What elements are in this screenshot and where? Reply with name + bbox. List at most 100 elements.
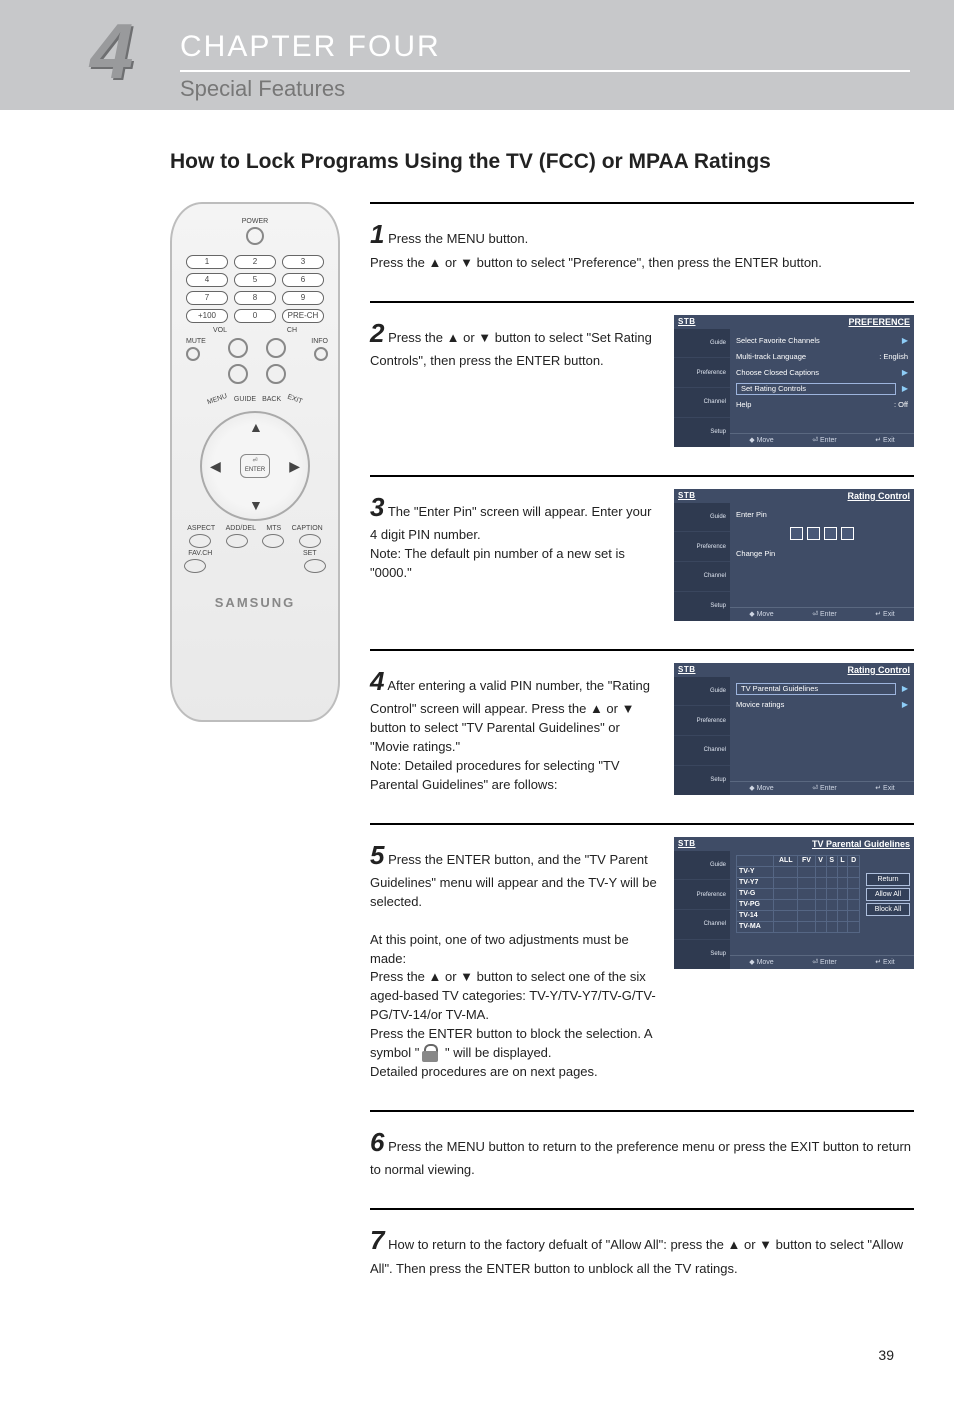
num-button-4: 4 xyxy=(186,273,228,287)
power-button-icon xyxy=(246,227,264,245)
num-button-+100: +100 xyxy=(186,309,228,323)
step-number: 1 xyxy=(370,219,384,249)
enter-button: ⏎ ENTER xyxy=(240,454,270,478)
exit-label: EXIT xyxy=(286,394,303,406)
chapter-band: 4 CHAPTER FOUR Special Features xyxy=(0,0,954,110)
arrow-right-icon: ▶ xyxy=(902,700,908,709)
step-number: 4 xyxy=(370,666,384,696)
osd-side-item: Channel xyxy=(674,562,730,592)
num-button-7: 7 xyxy=(186,291,228,305)
step-text: 7 How to return to the factory defualt o… xyxy=(370,1222,914,1279)
osd-title: Rating Control xyxy=(848,665,911,675)
steps-column: 1 Press the MENU button.Press the ▲ or ▼… xyxy=(370,202,914,1307)
osd-menu-item: Set Rating Controls▶ xyxy=(736,381,908,397)
step-number: 2 xyxy=(370,318,384,348)
osd-footer: ◆ Move⏎ Enter↵ Exit xyxy=(730,955,914,969)
set-button-icon xyxy=(304,559,326,573)
osd-side-item: Guide xyxy=(674,677,730,707)
pin-digit xyxy=(841,527,854,540)
pin-digit xyxy=(790,527,803,540)
ch-up-icon xyxy=(266,338,286,358)
step-number: 7 xyxy=(370,1225,384,1255)
osd-title: TV Parental Guidelines xyxy=(812,839,910,849)
step: 1 Press the MENU button.Press the ▲ or ▼… xyxy=(370,202,914,301)
osd-title: Rating Control xyxy=(848,491,911,501)
osd-footer: ◆ Move⏎ Enter↵ Exit xyxy=(730,433,914,447)
osd-side-item: Guide xyxy=(674,851,730,881)
osd-menu-item: Choose Closed Captions▶ xyxy=(736,365,908,381)
info-label: INFO xyxy=(298,338,328,345)
step: 4 After entering a valid PIN number, the… xyxy=(370,649,914,823)
num-button-6: 6 xyxy=(282,273,324,287)
ch-label: CH xyxy=(287,327,297,334)
num-button-2: 2 xyxy=(234,255,276,269)
num-button-0: 0 xyxy=(234,309,276,323)
osd-side-item: Preference xyxy=(674,706,730,736)
osd-side-item: Channel xyxy=(674,910,730,940)
osd-button: Allow All xyxy=(866,888,910,901)
mute-button-icon xyxy=(186,347,200,361)
num-button-1: 1 xyxy=(186,255,228,269)
osd-menu-item: Help: Off xyxy=(736,397,908,413)
brand-label: SAMSUNG xyxy=(182,595,328,610)
step-text: 3 The "Enter Pin" screen will appear. En… xyxy=(370,489,660,583)
osd-menu-item: Select Favorite Channels▶ xyxy=(736,333,908,349)
content-area: POWER 123456789+1000PRE-CH VOL CH MUTE xyxy=(0,202,954,1307)
num-button-5: 5 xyxy=(234,273,276,287)
osd-side-item: Setup xyxy=(674,592,730,621)
osd-side-item: Guide xyxy=(674,329,730,359)
info-button-icon xyxy=(314,347,328,361)
ch-down-icon xyxy=(266,364,286,384)
chapter-number: 4 xyxy=(90,12,133,90)
osd-menu-item: Movice ratings▶ xyxy=(736,697,908,713)
arrow-right-icon: ▶ xyxy=(902,368,908,377)
osd-button: Return xyxy=(866,873,910,886)
chapter-subtitle: Special Features xyxy=(180,76,345,102)
adddel-button-icon xyxy=(226,534,248,548)
step-text: 2 Press the ▲ or ▼ button to select "Set… xyxy=(370,315,660,372)
down-arrow-icon: ▼ xyxy=(249,497,263,513)
osd-side-item: Preference xyxy=(674,358,730,388)
step: 7 How to return to the factory defualt o… xyxy=(370,1208,914,1307)
back-label: BACK xyxy=(262,396,281,403)
vol-up-icon xyxy=(228,338,248,358)
parental-guidelines-table: ALLFVVSLDTV-YTV-Y7TV-GTV-PGTV-14TV-MA xyxy=(736,855,860,933)
pin-digit xyxy=(807,527,820,540)
arrow-right-icon: ▶ xyxy=(902,684,908,693)
power-label: POWER xyxy=(182,218,328,225)
page-number: 39 xyxy=(0,1307,954,1363)
menu-label: MENU xyxy=(207,393,229,407)
section-title: How to Lock Programs Using the TV (FCC) … xyxy=(170,150,954,174)
osd-title: PREFERENCE xyxy=(848,317,910,327)
osd-side-item: Guide xyxy=(674,503,730,533)
aspect-button-icon xyxy=(189,534,211,548)
osd-side-item: Channel xyxy=(674,736,730,766)
osd-panel: STBTV Parental GuidelinesGuidePreference… xyxy=(674,837,914,969)
divider xyxy=(180,70,910,72)
vol-down-icon xyxy=(228,364,248,384)
mute-label: MUTE xyxy=(186,338,216,345)
up-arrow-icon: ▲ xyxy=(249,419,263,435)
osd-sidebar: GuidePreferenceChannelSetup xyxy=(674,851,730,969)
osd-panel: STBRating ControlGuidePreferenceChannelS… xyxy=(674,663,914,795)
step-text: 5 Press the ENTER button, and the "TV Pa… xyxy=(370,837,660,1082)
osd-side-item: Preference xyxy=(674,880,730,910)
mts-button-icon xyxy=(262,534,284,548)
step-number: 3 xyxy=(370,492,384,522)
osd-panel: STBPREFERENCEGuidePreferenceChannelSetup… xyxy=(674,315,914,447)
osd-side-item: Setup xyxy=(674,940,730,969)
step-text: 4 After entering a valid PIN number, the… xyxy=(370,663,660,795)
osd-footer: ◆ Move⏎ Enter↵ Exit xyxy=(730,607,914,621)
osd-sidebar: GuidePreferenceChannelSetup xyxy=(674,503,730,621)
step-text: 1 Press the MENU button.Press the ▲ or ▼… xyxy=(370,216,914,273)
osd-footer: ◆ Move⏎ Enter↵ Exit xyxy=(730,781,914,795)
func-row-b xyxy=(182,559,328,573)
num-button-8: 8 xyxy=(234,291,276,305)
osd-panel: STBRating ControlGuidePreferenceChannelS… xyxy=(674,489,914,621)
d-pad: ▲ ▼ ◀ ▶ ⏎ ENTER xyxy=(200,411,310,521)
func-row-a xyxy=(182,534,328,548)
arrow-right-icon: ▶ xyxy=(902,384,908,393)
step-number: 5 xyxy=(370,840,384,870)
num-button-3: 3 xyxy=(282,255,324,269)
left-arrow-icon: ◀ xyxy=(210,458,221,475)
